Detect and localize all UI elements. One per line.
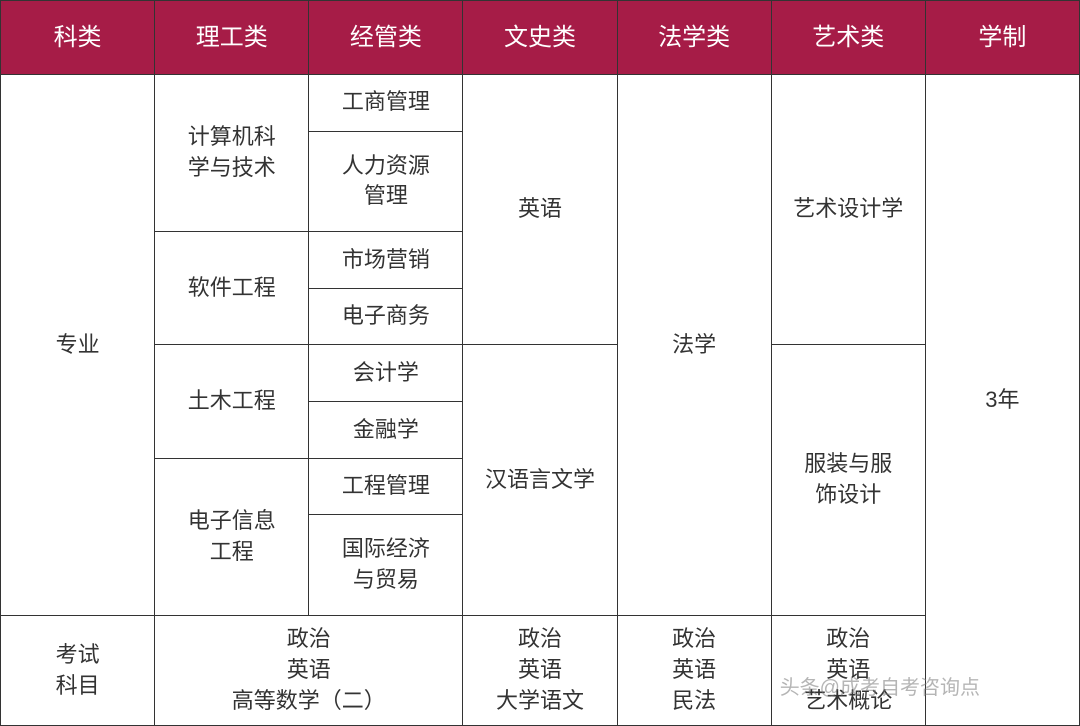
table-row: 土木工程 会计学 汉语言文学 服装与服饰设计: [1, 345, 1080, 402]
header-econ-mgmt: 经管类: [309, 1, 463, 75]
major-cell: 软件工程: [155, 232, 309, 345]
major-cell: 工程管理: [309, 458, 463, 515]
major-cell: 英语: [463, 75, 617, 345]
header-sci-eng: 理工类: [155, 1, 309, 75]
major-cell: 电子信息工程: [155, 458, 309, 615]
major-cell: 土木工程: [155, 345, 309, 458]
major-cell: 艺术设计学: [771, 75, 925, 345]
header-row: 科类 理工类 经管类 文史类 法学类 艺术类 学制: [1, 1, 1080, 75]
major-cell: 国际经济与贸易: [309, 515, 463, 616]
major-cell: 金融学: [309, 402, 463, 459]
exam-cell: 政治英语高等数学（二）: [155, 616, 463, 726]
major-cell: 人力资源管理: [309, 131, 463, 232]
major-cell: 市场营销: [309, 232, 463, 289]
header-art: 艺术类: [771, 1, 925, 75]
exam-cell: 政治英语大学语文: [463, 616, 617, 726]
major-cell: 工商管理: [309, 75, 463, 132]
duration-cell: 3年: [925, 75, 1079, 726]
header-lit-hist: 文史类: [463, 1, 617, 75]
row-label-major: 专业: [1, 75, 155, 616]
exam-row: 考试科目 政治英语高等数学（二） 政治英语大学语文 政治英语民法 政治英语艺术概…: [1, 616, 1080, 726]
header-duration: 学制: [925, 1, 1079, 75]
exam-cell: 政治英语艺术概论: [771, 616, 925, 726]
major-cell: 电子商务: [309, 288, 463, 345]
table-container: 科类 理工类 经管类 文史类 法学类 艺术类 学制 专业 计算机科学与技术 工商…: [0, 0, 1080, 726]
table-row: 专业 计算机科学与技术 工商管理 英语 法学 艺术设计学 3年: [1, 75, 1080, 132]
major-cell: 法学: [617, 75, 771, 616]
header-law: 法学类: [617, 1, 771, 75]
major-cell: 会计学: [309, 345, 463, 402]
exam-cell: 政治英语民法: [617, 616, 771, 726]
major-cell: 服装与服饰设计: [771, 345, 925, 616]
program-table: 科类 理工类 经管类 文史类 法学类 艺术类 学制 专业 计算机科学与技术 工商…: [0, 0, 1080, 726]
header-category: 科类: [1, 1, 155, 75]
row-label-exam: 考试科目: [1, 616, 155, 726]
major-cell: 汉语言文学: [463, 345, 617, 616]
major-cell: 计算机科学与技术: [155, 75, 309, 232]
